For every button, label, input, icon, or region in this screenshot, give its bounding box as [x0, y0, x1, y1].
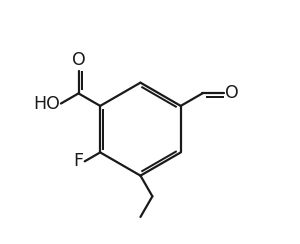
Text: O: O [72, 51, 86, 69]
Text: O: O [225, 84, 239, 102]
Text: HO: HO [33, 94, 60, 112]
Text: F: F [74, 152, 83, 170]
